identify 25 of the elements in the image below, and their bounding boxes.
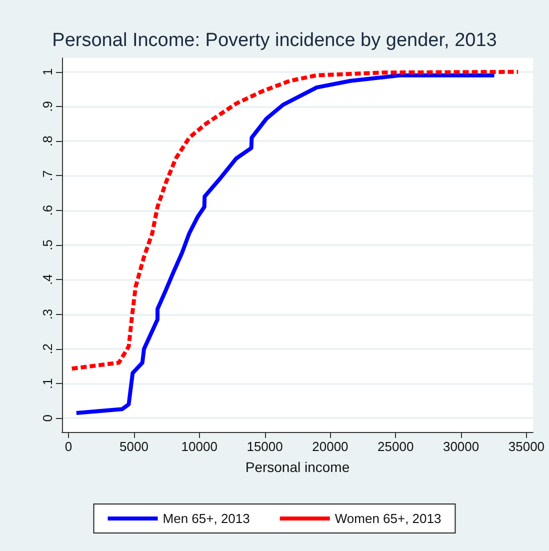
x-tick-label: 35000 (508, 439, 545, 454)
y-tick-label: 1 (40, 68, 55, 76)
line-series (74, 73, 496, 415)
y-tick-label: .3 (40, 308, 55, 320)
x-tick-label: 30000 (442, 439, 480, 454)
x-tick-label: 0 (64, 439, 72, 454)
line-series (70, 70, 520, 371)
legend-label: Women 65+, 2013 (334, 511, 442, 526)
legend-label: Men 65+, 2013 (162, 511, 250, 526)
x-tick-label: 10000 (181, 439, 218, 454)
y-tick-label: .5 (40, 240, 55, 250)
y-tick-label: .1 (40, 378, 55, 389)
x-tick-label: 5000 (119, 439, 148, 454)
x-axis-title: Personal income (245, 459, 350, 475)
y-tick-label: .8 (40, 136, 55, 147)
y-tick-label: .4 (40, 274, 55, 286)
y-tick-label: .7 (40, 170, 55, 182)
y-tick-label: 0 (40, 414, 55, 422)
y-tick-label: .9 (40, 101, 55, 112)
y-tick-label: .6 (40, 204, 55, 216)
x-tick-label: 15000 (246, 439, 283, 454)
y-tick-label: .2 (40, 343, 55, 354)
x-tick-label: 25000 (378, 439, 414, 454)
chart-title: Personal Income: Poverty incidence by gender, 2013 (52, 30, 497, 51)
x-tick-label: 20000 (312, 439, 348, 454)
